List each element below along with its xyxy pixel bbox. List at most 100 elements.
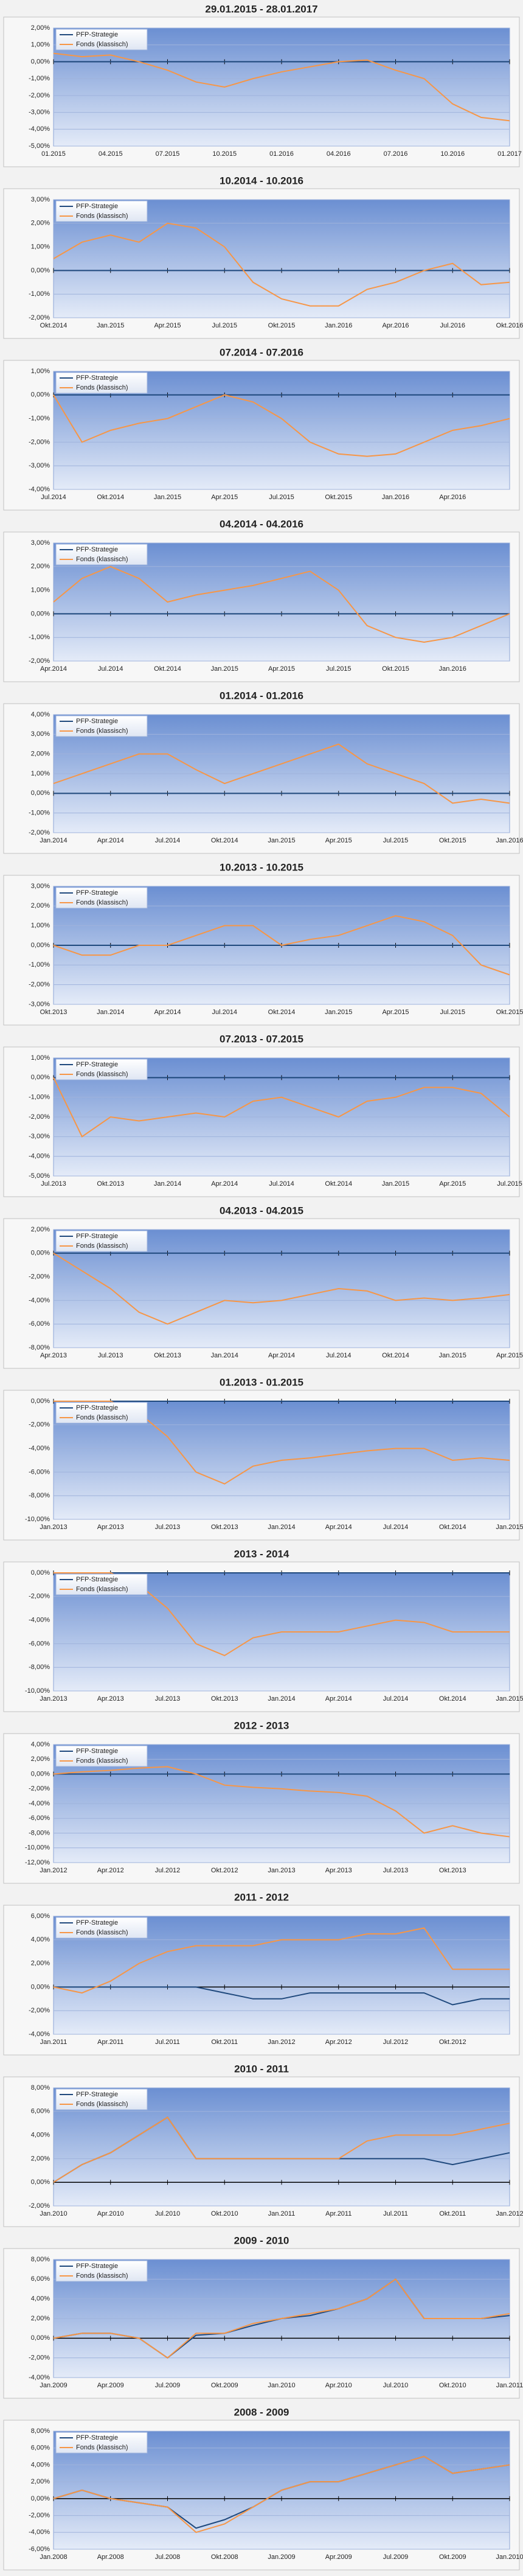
x-tick-label: Jan.2012 [268,2039,295,2046]
x-tick-label: 07.2016 [384,150,408,158]
x-tick-label: 01.2016 [269,150,294,158]
x-tick-label: Okt.2014 [325,1180,352,1188]
x-tick-label: Okt.2014 [154,665,181,673]
x-tick-label: Apr.2010 [97,2210,124,2217]
y-tick-label: -8,00% [29,1492,50,1499]
y-tick-label: -2,00% [29,2202,50,2210]
x-tick-label: Jul.2014 [155,837,181,844]
x-tick-label: Jan.2014 [97,1009,124,1016]
legend-label: PFP-Strategie [76,1404,118,1412]
x-tick-label: Okt.2014 [97,494,124,501]
x-tick-label: Okt.2013 [439,1867,466,1874]
legend [55,372,148,394]
y-tick-label: -6,00% [29,1468,50,1475]
x-tick-label: Jan.2014 [40,837,67,844]
y-tick-label: -2,00% [29,92,50,99]
y-tick-label: 3,00% [31,196,50,203]
y-tick-label: -4,00% [29,1153,50,1160]
y-tick-label: -2,00% [29,1273,50,1281]
y-tick-label: 2,00% [31,902,50,909]
x-tick-label: Jul.2014 [383,1524,409,1531]
y-tick-label: -3,00% [29,1001,50,1008]
x-tick-label: Jan.2014 [154,1180,181,1188]
x-tick-label: Apr.2013 [40,1352,67,1359]
legend-label: PFP-Strategie [76,374,118,382]
x-tick-label: Apr.2011 [325,2210,352,2217]
legend-label: PFP-Strategie [76,31,118,38]
x-tick-label: Jul.2009 [155,2382,181,2389]
x-tick-label: Apr.2014 [325,1524,352,1531]
x-tick-label: Apr.2014 [40,665,67,673]
y-tick-label: -4,00% [29,2031,50,2038]
chart-title: 2011 - 2012 [234,1891,289,1903]
y-tick-label: -6,00% [29,2546,50,2553]
x-tick-label: Jan.2016 [439,665,466,673]
legend [55,1230,148,1252]
y-tick-label: -2,00% [29,981,50,989]
y-tick-label: 1,00% [31,368,50,375]
chart-title: 01.2013 - 01.2015 [220,1376,303,1388]
y-tick-label: 0,00% [31,2495,50,2502]
y-tick-label: -4,00% [29,1617,50,1624]
legend [55,1745,148,1767]
y-tick-label: -4,00% [29,2529,50,2536]
x-tick-label: Apr.2014 [154,1009,181,1016]
x-tick-label: Apr.2013 [325,1867,352,1874]
y-tick-label: -4,00% [29,486,50,493]
y-tick-label: 6,00% [31,2445,50,2452]
legend-label: Fonds (klassisch) [76,212,128,220]
x-tick-label: Jan.2014 [268,1524,295,1531]
legend-label: PFP-Strategie [76,546,118,553]
x-tick-label: Apr.2016 [439,494,466,501]
x-tick-label: Jan.2011 [496,2382,523,2389]
y-tick-label: -12,00% [25,1859,50,1866]
chart-title: 2013 - 2014 [234,1548,289,1559]
x-tick-label: Jul.2013 [155,1695,181,1703]
x-tick-label: Jul.2014 [98,665,123,673]
y-tick-label: -3,00% [29,108,50,116]
chart-title: 07.2013 - 07.2015 [220,1033,303,1045]
x-tick-label: Apr.2013 [97,1524,124,1531]
y-tick-label: -10,00% [25,1844,50,1852]
y-tick-label: 0,00% [31,942,50,949]
y-tick-label: 0,00% [31,2334,50,2342]
x-tick-label: 01.2017 [497,150,522,158]
x-tick-label: Jul.2015 [440,1009,465,1016]
legend-label: PFP-Strategie [76,2434,118,2441]
legend-label: PFP-Strategie [76,718,118,725]
x-tick-label: Jan.2015 [154,494,181,501]
x-tick-label: Jan.2013 [40,1524,67,1531]
legend-label: Fonds (klassisch) [76,899,128,906]
y-tick-label: -4,00% [29,1445,50,1452]
x-tick-label: Okt.2015 [268,322,296,329]
y-tick-label: 2,00% [31,2155,50,2162]
y-tick-label: 3,00% [31,883,50,890]
x-tick-label: Okt.2013 [211,1524,238,1531]
x-tick-label: Okt.2014 [40,322,68,329]
y-tick-label: 0,00% [31,58,50,65]
x-tick-label: Jan.2015 [268,837,295,844]
x-tick-label: Okt.2012 [439,2039,466,2046]
y-tick-label: 4,00% [31,1936,50,1944]
x-tick-label: Jan.2015 [382,1180,409,1188]
legend-label: Fonds (klassisch) [76,384,128,391]
chart-title: 10.2013 - 10.2015 [220,861,303,873]
y-tick-label: -10,00% [25,1516,50,1523]
y-tick-label: -5,00% [29,142,50,150]
y-tick-label: 0,00% [31,1250,50,1257]
y-tick-label: -2,00% [29,829,50,836]
x-tick-label: Apr.2015 [325,837,352,844]
x-tick-label: Jul.2015 [269,494,294,501]
x-tick-label: Okt.2013 [154,1352,181,1359]
legend [55,887,148,909]
y-tick-label: 8,00% [31,2427,50,2435]
x-tick-label: Jul.2014 [269,1180,294,1188]
y-tick-label: 2,00% [31,751,50,758]
y-tick-label: -1,00% [29,634,50,641]
y-tick-label: 0,00% [31,2179,50,2186]
y-tick-label: 2,00% [31,1960,50,1967]
y-tick-label: 0,00% [31,1770,50,1777]
x-tick-label: Okt.2010 [439,2382,466,2389]
x-tick-label: Okt.2010 [211,2210,238,2217]
